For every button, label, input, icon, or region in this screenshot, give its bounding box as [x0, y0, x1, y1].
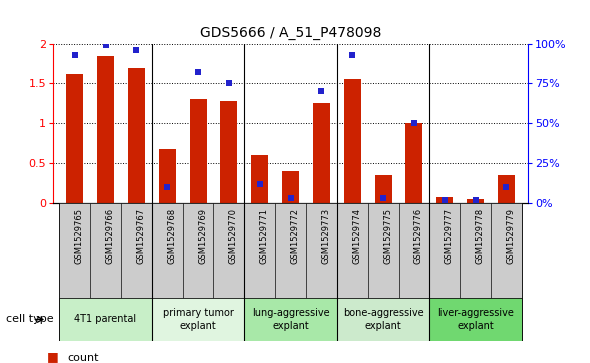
Text: ■: ■ [47, 350, 59, 363]
Bar [430, 298, 522, 341]
Bar [282, 171, 299, 203]
Bar [90, 203, 121, 298]
Text: GSM1529767: GSM1529767 [136, 208, 145, 264]
Bar [221, 101, 237, 203]
Bar [59, 298, 152, 341]
Text: GSM1529776: GSM1529776 [414, 208, 423, 264]
Text: GSM1529773: GSM1529773 [322, 208, 330, 264]
Bar [436, 197, 453, 203]
Bar [398, 203, 430, 298]
Bar [152, 203, 183, 298]
Bar [189, 99, 206, 203]
Bar [244, 203, 275, 298]
Bar [498, 175, 515, 203]
Text: GSM1529765: GSM1529765 [75, 208, 84, 264]
Bar [405, 123, 422, 203]
Text: GSM1529769: GSM1529769 [198, 208, 207, 264]
Bar [214, 203, 244, 298]
Text: 4T1 parental: 4T1 parental [74, 314, 137, 325]
Bar [97, 56, 114, 203]
Text: count: count [68, 353, 99, 363]
Bar [121, 203, 152, 298]
Text: primary tumor
explant: primary tumor explant [163, 308, 234, 331]
Bar [460, 203, 491, 298]
Title: GDS5666 / A_51_P478098: GDS5666 / A_51_P478098 [200, 26, 381, 40]
Text: GSM1529772: GSM1529772 [290, 208, 300, 264]
Text: cell type: cell type [6, 314, 54, 325]
Bar [59, 203, 90, 298]
Text: GSM1529779: GSM1529779 [506, 208, 516, 264]
Bar [183, 203, 214, 298]
Text: GSM1529771: GSM1529771 [260, 208, 268, 264]
Text: liver-aggressive
explant: liver-aggressive explant [437, 308, 514, 331]
Bar [159, 149, 176, 203]
Text: lung-aggressive
explant: lung-aggressive explant [252, 308, 329, 331]
Bar [467, 199, 484, 203]
Bar [344, 79, 360, 203]
Bar [491, 203, 522, 298]
Text: bone-aggressive
explant: bone-aggressive explant [343, 308, 424, 331]
Bar [337, 203, 368, 298]
Bar [430, 203, 460, 298]
Bar [275, 203, 306, 298]
Text: GSM1529768: GSM1529768 [167, 208, 176, 264]
Text: GSM1529775: GSM1529775 [383, 208, 392, 264]
Text: GSM1529778: GSM1529778 [476, 208, 484, 264]
Bar [244, 298, 337, 341]
Bar [313, 103, 330, 203]
Bar [368, 203, 398, 298]
Bar [152, 298, 244, 341]
Bar [375, 175, 392, 203]
Bar [251, 155, 268, 203]
Bar [337, 298, 430, 341]
Text: GSM1529770: GSM1529770 [229, 208, 238, 264]
Bar [128, 68, 145, 203]
Text: GSM1529766: GSM1529766 [106, 208, 114, 264]
Bar [66, 74, 83, 203]
Text: GSM1529774: GSM1529774 [352, 208, 361, 264]
Text: GSM1529777: GSM1529777 [445, 208, 454, 264]
Bar [306, 203, 337, 298]
